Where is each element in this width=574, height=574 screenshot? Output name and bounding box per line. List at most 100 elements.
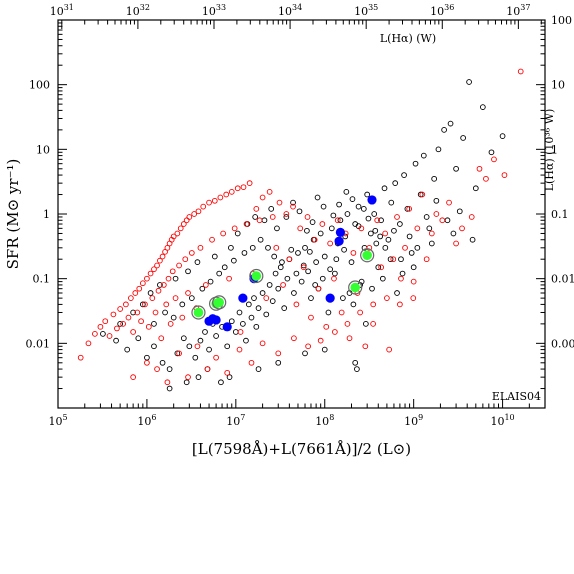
data-point <box>444 217 451 224</box>
data-point <box>370 301 377 308</box>
data-point <box>243 221 250 227</box>
data-point <box>488 149 495 156</box>
data-point <box>124 346 131 353</box>
data-point <box>330 212 337 219</box>
data-point <box>290 203 296 210</box>
data-point <box>261 217 268 224</box>
data-point <box>226 275 232 282</box>
data-point <box>378 217 384 224</box>
data-point <box>164 244 171 251</box>
highlight-point <box>211 315 221 325</box>
data-point <box>130 374 136 380</box>
data-point <box>209 236 215 243</box>
data-point <box>371 211 378 217</box>
data-point <box>321 253 328 260</box>
data-point <box>340 295 346 301</box>
data-point <box>275 359 282 366</box>
data-point <box>147 290 154 296</box>
data-point <box>300 264 307 271</box>
data-point <box>386 346 392 353</box>
data-point <box>202 329 208 335</box>
data-point <box>154 366 160 372</box>
data-point <box>390 256 397 263</box>
data-point <box>92 331 98 337</box>
data-point <box>259 290 266 296</box>
data-point <box>377 233 384 240</box>
data-point <box>100 331 106 337</box>
data-point <box>236 346 243 353</box>
data-point <box>273 244 280 251</box>
data-point <box>151 343 157 350</box>
x-axis-title: [L(7598Å)+L(7661Å)]/2 (L⊙) <box>192 440 411 458</box>
data-point <box>206 199 212 206</box>
data-point <box>274 225 280 232</box>
plot-frame <box>57 19 546 409</box>
data-point <box>373 240 380 247</box>
data-point <box>170 314 177 321</box>
data-point <box>392 180 399 186</box>
data-point <box>192 354 199 361</box>
data-point <box>404 206 411 212</box>
field-annotation: ELAIS04 <box>492 390 541 403</box>
data-point <box>323 323 330 330</box>
data-point <box>355 203 362 210</box>
data-point <box>288 246 295 253</box>
data-point <box>257 236 264 243</box>
data-point <box>266 189 273 195</box>
data-point <box>125 314 132 321</box>
tick-label: 105 <box>48 413 67 428</box>
tick-label: 1037 <box>506 3 530 18</box>
data-point <box>151 266 157 273</box>
data-point <box>130 329 136 335</box>
data-point <box>204 366 211 372</box>
data-point <box>344 321 351 327</box>
data-point <box>155 287 162 294</box>
data-point <box>397 301 403 308</box>
highlight-point <box>367 195 377 205</box>
data-point <box>197 337 204 344</box>
data-point <box>159 359 166 366</box>
data-point <box>253 206 260 212</box>
data-point <box>245 301 252 308</box>
tick-label: 100 <box>29 79 50 92</box>
tick-label: 106 <box>137 413 156 428</box>
data-point <box>450 230 457 237</box>
data-point <box>240 184 247 191</box>
data-point <box>152 309 159 316</box>
data-point <box>357 309 363 316</box>
data-point <box>414 244 421 251</box>
data-point <box>483 175 489 182</box>
data-point <box>469 236 476 243</box>
tick-label: 0.01 <box>26 337 51 350</box>
data-point <box>433 197 440 204</box>
data-point <box>259 340 266 347</box>
data-point <box>172 295 179 301</box>
data-point <box>382 244 389 251</box>
data-point <box>170 233 177 240</box>
data-point <box>302 350 308 357</box>
data-point <box>476 165 483 172</box>
data-point <box>460 135 466 141</box>
data-point <box>277 264 284 271</box>
data-point <box>179 314 186 321</box>
data-point <box>446 199 452 206</box>
data-point <box>202 282 209 288</box>
data-point <box>139 301 146 308</box>
data-point <box>456 208 463 215</box>
data-point <box>439 217 446 224</box>
data-point <box>226 374 233 380</box>
data-point <box>398 275 404 282</box>
data-point <box>136 285 143 292</box>
data-point <box>218 379 224 386</box>
data-point <box>466 79 472 85</box>
data-point <box>346 335 353 342</box>
tick-label: 1032 <box>126 3 150 18</box>
highlight-point-ring <box>212 295 227 310</box>
data-point <box>176 262 182 269</box>
data-point <box>144 354 150 361</box>
data-point <box>77 354 84 361</box>
data-point <box>331 275 337 282</box>
data-point <box>414 225 421 232</box>
highlight-point-ring <box>360 248 375 263</box>
